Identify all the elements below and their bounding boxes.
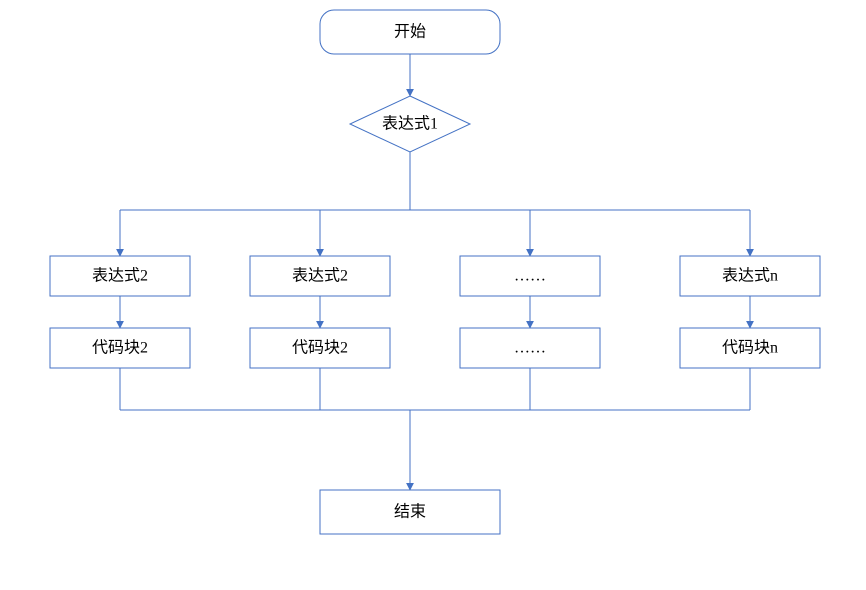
node-end-label: 结束 [394, 503, 426, 521]
node-codeD: 代码块n [680, 328, 820, 368]
node-exprB: 表达式2 [250, 256, 390, 296]
node-start-label: 开始 [394, 23, 426, 41]
node-exprC-label: …… [514, 268, 546, 285]
node-exprA-label: 表达式2 [92, 267, 148, 285]
node-expr1-label: 表达式1 [382, 115, 438, 133]
node-codeC: …… [460, 328, 600, 368]
node-exprC: …… [460, 256, 600, 296]
flowchart-nodes: 开始表达式1 表达式2 表达式2 …… 表达式n 代码块2 代码块2 …… 代码块n 结束 [50, 10, 820, 534]
node-codeB-label: 代码块2 [292, 339, 348, 357]
node-exprB-label: 表达式2 [292, 267, 348, 285]
node-codeC-label: …… [514, 340, 546, 357]
node-codeD-label: 代码块n [722, 339, 778, 357]
node-codeA-label: 代码块2 [92, 339, 148, 357]
node-exprD-label: 表达式n [722, 267, 778, 285]
node-codeB: 代码块2 [250, 328, 390, 368]
flowchart-canvas: 开始表达式1 表达式2 表达式2 …… 表达式n 代码块2 代码块2 …… 代码块n 结束 [0, 0, 866, 590]
node-exprA: 表达式2 [50, 256, 190, 296]
node-start: 开始 [320, 10, 500, 54]
node-end: 结束 [320, 490, 500, 534]
node-codeA: 代码块2 [50, 328, 190, 368]
node-exprD: 表达式n [680, 256, 820, 296]
node-expr1: 表达式1 [350, 96, 470, 152]
